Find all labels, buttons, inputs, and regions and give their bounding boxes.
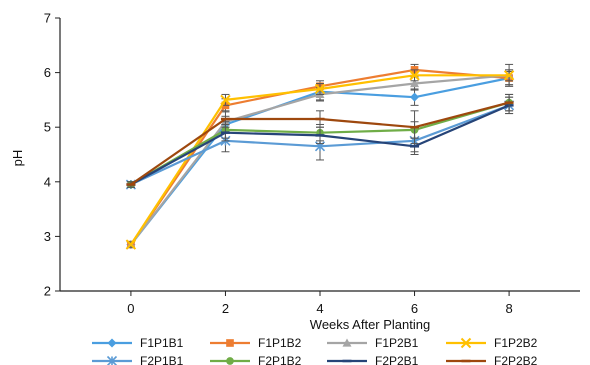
y-tick-label: 2 bbox=[44, 284, 51, 299]
y-tick-label: 5 bbox=[44, 120, 51, 135]
legend-item: F1P1B1 bbox=[92, 336, 184, 350]
legend-item: F2P1B2 bbox=[210, 354, 302, 365]
legend-label: F1P1B2 bbox=[258, 336, 302, 350]
legend-label: F1P2B1 bbox=[375, 336, 419, 350]
legend-marker bbox=[226, 339, 234, 347]
legend-label: F2P2B2 bbox=[494, 354, 538, 365]
legend-marker bbox=[460, 337, 472, 349]
legend-item: F2P1B1 bbox=[92, 354, 184, 365]
legend-label: F1P2B2 bbox=[494, 336, 538, 350]
x-axis-label: Weeks After Planting bbox=[310, 317, 430, 332]
legend-item: F1P2B1 bbox=[327, 336, 419, 350]
series-F2P2B2 bbox=[126, 93, 514, 188]
legend-marker bbox=[342, 338, 352, 347]
data-point bbox=[409, 70, 420, 81]
legend-marker bbox=[107, 338, 117, 348]
legend-item: F2P2B1 bbox=[327, 354, 419, 365]
legend-item: F2P2B2 bbox=[446, 354, 538, 365]
data-point bbox=[314, 83, 326, 95]
legend-label: F2P2B1 bbox=[375, 354, 419, 365]
x-tick-label: 6 bbox=[411, 301, 418, 316]
legend-label: F2P1B1 bbox=[140, 354, 184, 365]
y-tick-label: 4 bbox=[44, 174, 51, 189]
series-group bbox=[125, 63, 515, 250]
legend-item: F1P2B2 bbox=[446, 336, 538, 350]
legend-marker bbox=[226, 357, 234, 365]
data-point bbox=[410, 79, 420, 88]
legend-marker bbox=[106, 355, 118, 365]
data-point bbox=[125, 239, 137, 250]
x-tick-label: 2 bbox=[222, 301, 229, 316]
legend-item: F1P1B2 bbox=[210, 336, 302, 350]
data-point bbox=[410, 92, 420, 102]
x-ticks: 0 2 4 6 8 bbox=[127, 291, 513, 316]
data-point bbox=[220, 94, 231, 106]
y-tick-label: 6 bbox=[44, 65, 51, 80]
legend-label: F1P1B1 bbox=[140, 336, 184, 350]
x-tick-label: 4 bbox=[316, 301, 323, 316]
y-axis-label: pH bbox=[10, 150, 25, 167]
y-ticks: 2 3 4 5 6 7 bbox=[44, 11, 60, 299]
x-tick-label: 8 bbox=[505, 301, 512, 316]
legend-label: F2P1B2 bbox=[258, 354, 302, 365]
data-point bbox=[503, 70, 515, 81]
x-tick-label: 0 bbox=[127, 301, 134, 316]
y-tick-label: 3 bbox=[44, 229, 51, 244]
legend: F1P1B1 F1P1B2 F1P2B1 F1P2B2 F2P1B1 F2P1B2 F2P2… bbox=[92, 336, 538, 365]
y-tick-label: 7 bbox=[44, 11, 51, 26]
